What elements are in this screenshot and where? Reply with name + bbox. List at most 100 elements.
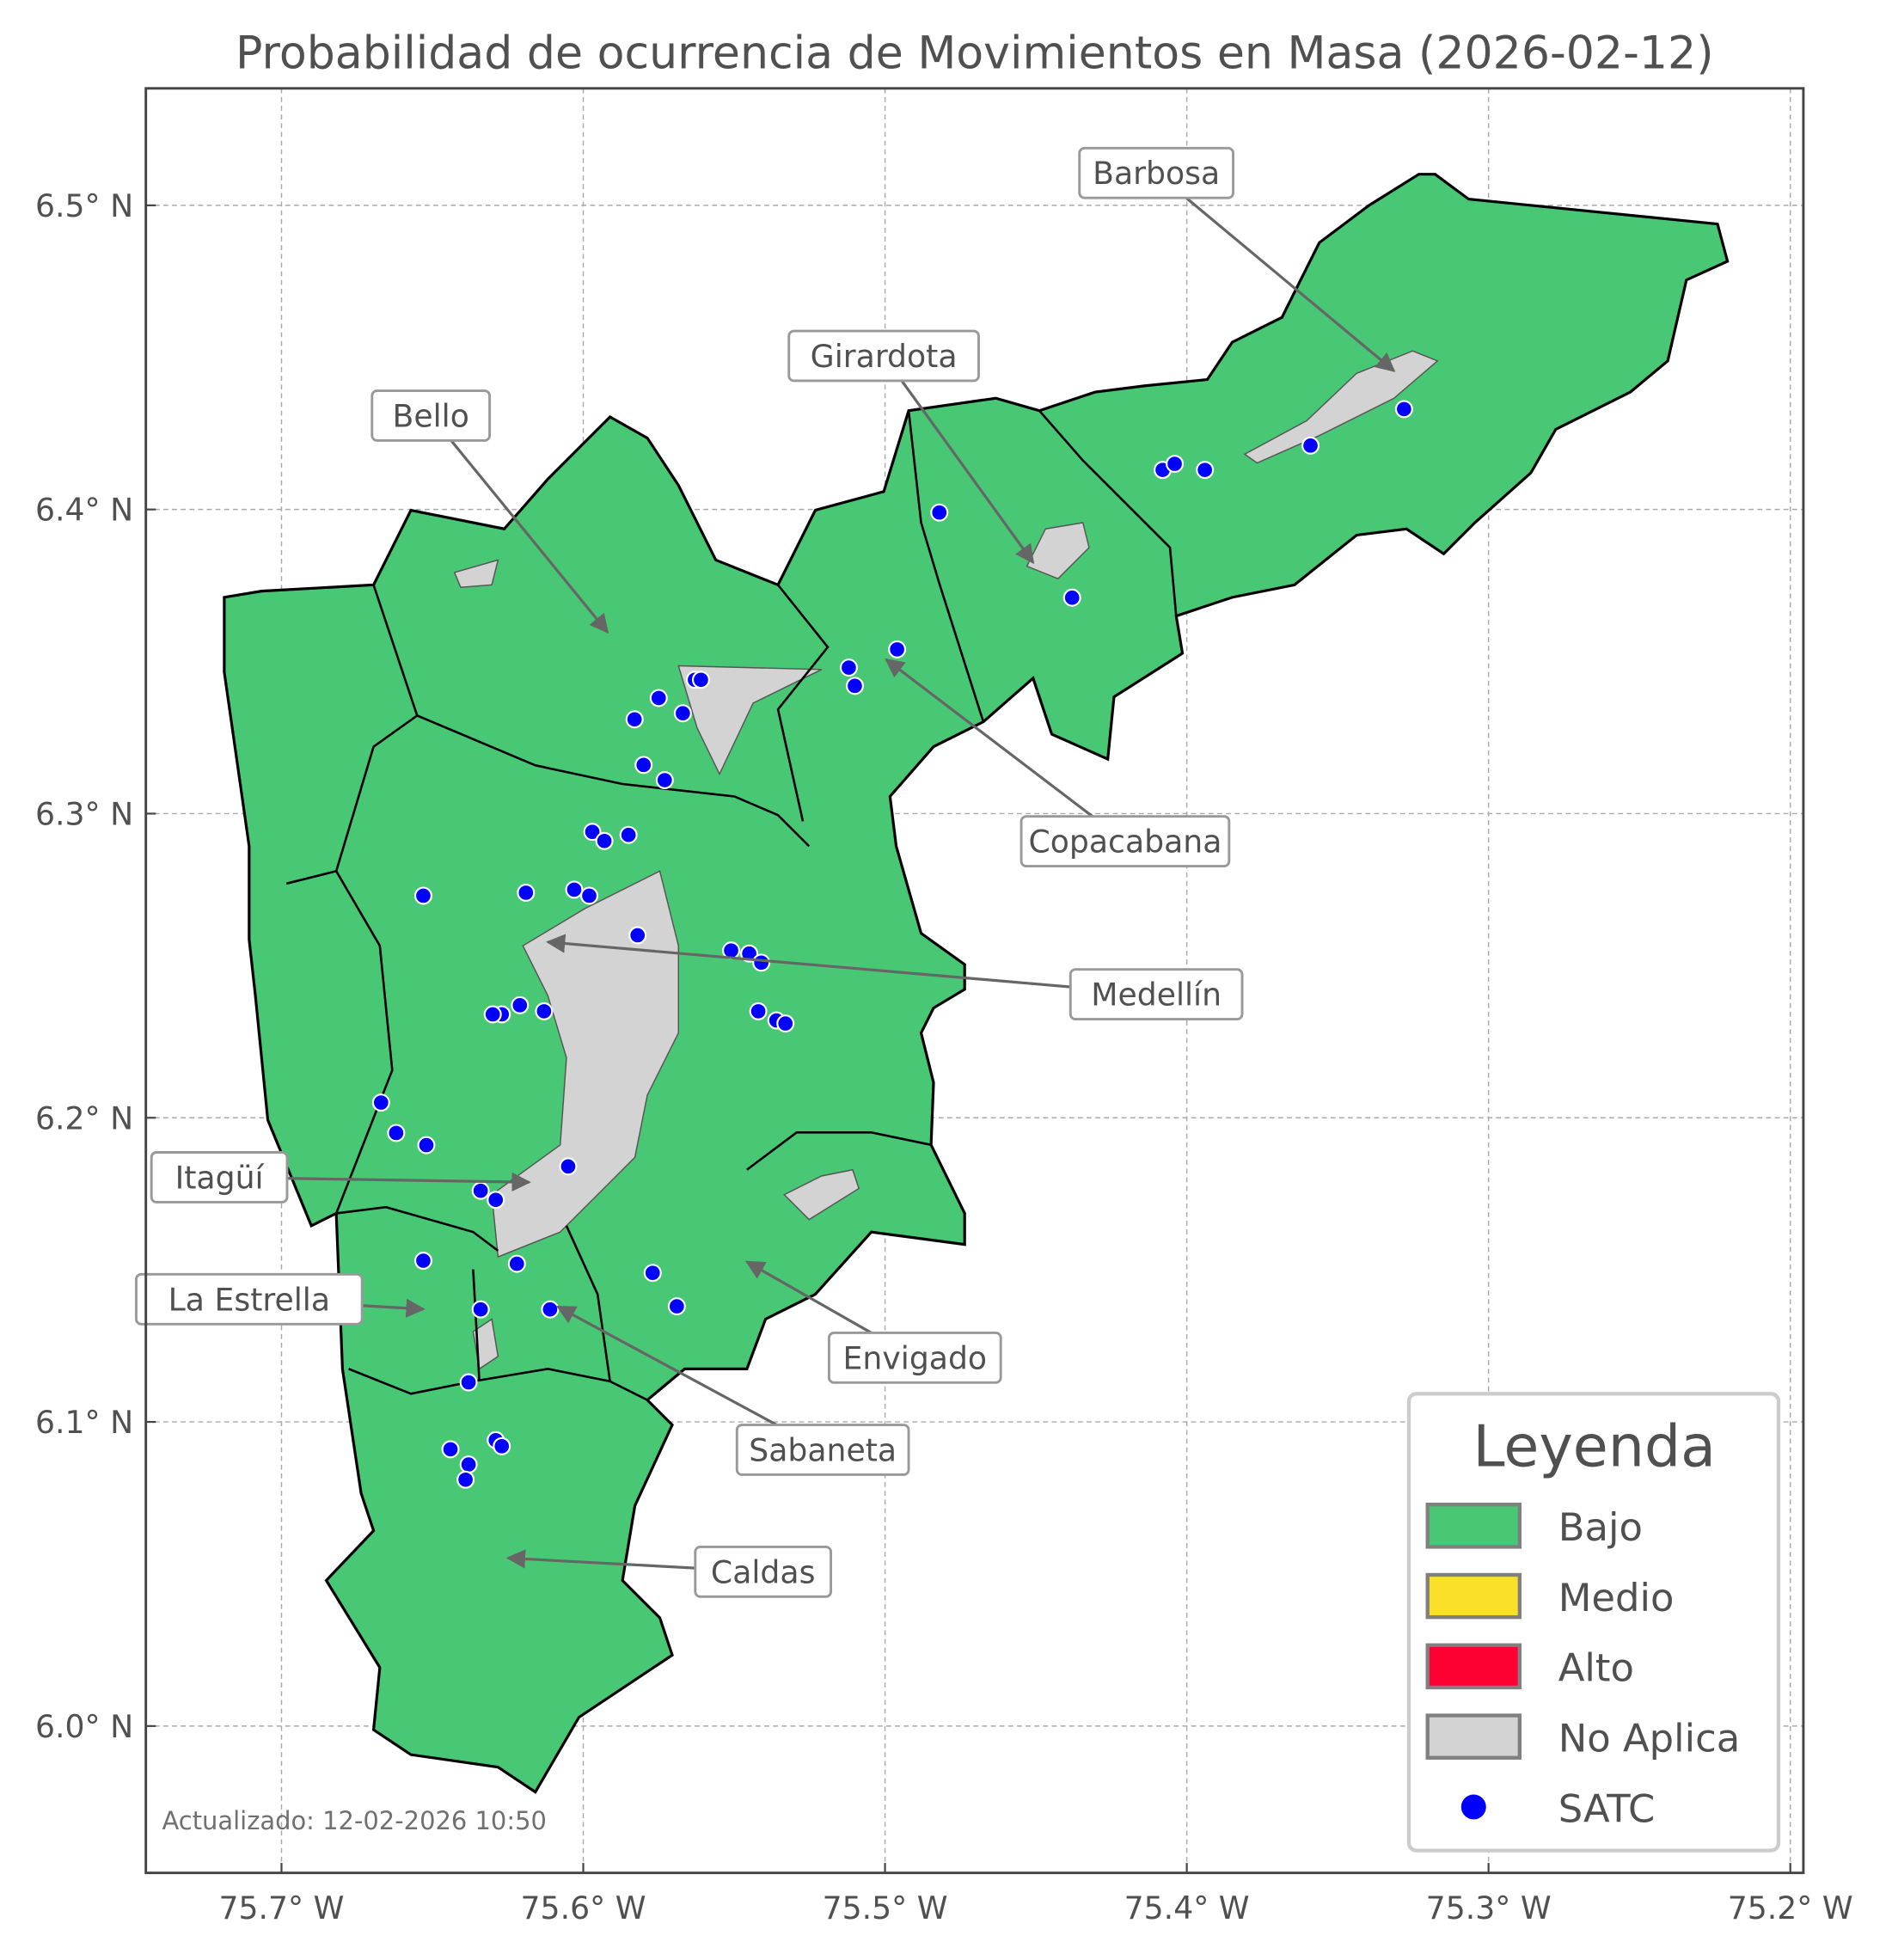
satc-point[interactable]	[888, 640, 907, 658]
satc-point[interactable]	[749, 1001, 768, 1020]
annotation-arrow	[885, 658, 1126, 842]
satc-point[interactable]	[413, 886, 432, 905]
annotation-label: Copacabana	[1029, 824, 1222, 861]
satc-point[interactable]	[1062, 588, 1081, 607]
annotation-box	[150, 1151, 289, 1204]
satc-point[interactable]	[535, 1001, 554, 1020]
map-title: Probabilidad de ocurrencia de Movimiento…	[236, 28, 1713, 80]
legend-label: Medio	[1558, 1575, 1675, 1620]
annotation-label: Girardota	[811, 338, 958, 375]
satc-point[interactable]	[559, 1157, 578, 1176]
satc-point[interactable]	[1301, 436, 1320, 455]
municipal-boundary	[334, 870, 394, 1214]
municipal-boundary	[348, 1368, 648, 1401]
annotation-box	[827, 1331, 1002, 1384]
satc-point[interactable]	[541, 1300, 560, 1319]
annotation-arrow	[882, 355, 1035, 565]
municipal-boundary	[907, 410, 985, 723]
y-tick-label: 6.2° N	[35, 1099, 133, 1136]
legend-item-no-aplica: No Aplica	[1425, 1713, 1741, 1761]
satc-point[interactable]	[619, 825, 638, 844]
axis-ticks: 75.7° W 75.6° W 75.5° W 75.4° W 75.3° W 75.2°…	[35, 187, 1853, 1926]
risk-area-no-aplica	[783, 1168, 860, 1221]
legend-label: SATC	[1558, 1785, 1656, 1831]
municipal-boundary	[746, 1131, 932, 1171]
annotation-envigado: Envigado	[744, 1260, 1002, 1384]
risk-area-no-aplica	[677, 665, 823, 776]
satc-point[interactable]	[459, 1373, 478, 1392]
annotation-arrow	[1155, 171, 1396, 372]
legend-label: No Aplica	[1558, 1716, 1741, 1761]
satc-point[interactable]	[517, 883, 536, 902]
annotation-label: Itagüí	[175, 1159, 266, 1196]
satc-point[interactable]	[371, 1093, 390, 1112]
satc-point[interactable]	[580, 886, 599, 905]
satc-point[interactable]	[493, 1436, 511, 1455]
updated-timestamp: Actualizado: 12-02-2026 10:50	[162, 1806, 547, 1835]
satc-point[interactable]	[643, 1264, 662, 1283]
satc-point[interactable]	[507, 1254, 526, 1273]
satc-point[interactable]	[634, 756, 653, 775]
satc-point[interactable]	[839, 658, 858, 677]
satc-point[interactable]	[417, 1136, 436, 1155]
x-tick-label: 75.6° W	[521, 1890, 646, 1926]
satc-points	[371, 400, 1413, 1489]
satc-point[interactable]	[673, 704, 692, 723]
satc-point[interactable]	[595, 831, 614, 850]
satc-point[interactable]	[471, 1300, 490, 1319]
satc-point[interactable]	[487, 1191, 505, 1210]
annotation-bello: Bello	[370, 389, 609, 634]
satc-point[interactable]	[776, 1014, 795, 1033]
satc-point[interactable]	[1196, 461, 1215, 480]
annotation-label: La Estrella	[168, 1281, 330, 1318]
annotation-medell-n: Medellín	[546, 934, 1244, 1021]
satc-point[interactable]	[667, 1297, 686, 1316]
legend-swatch	[1425, 1643, 1522, 1690]
satc-point[interactable]	[930, 503, 949, 522]
legend-label: Alto	[1558, 1645, 1634, 1691]
satc-point[interactable]	[1394, 400, 1413, 419]
satc-point[interactable]	[752, 953, 771, 972]
satc-point[interactable]	[387, 1124, 406, 1142]
y-tick-label: 6.3° N	[35, 795, 133, 832]
satc-point[interactable]	[483, 1005, 502, 1024]
x-tick-label: 75.5° W	[823, 1890, 948, 1926]
satc-point[interactable]	[649, 689, 668, 707]
annotation-girardota: Girardota	[787, 329, 1035, 565]
legend-label: Bajo	[1558, 1504, 1643, 1550]
satc-point[interactable]	[655, 771, 674, 790]
satc-point[interactable]	[583, 823, 602, 842]
satc-point[interactable]	[471, 1181, 490, 1200]
satc-point[interactable]	[628, 926, 647, 945]
legend-item-medio: Medio	[1425, 1572, 1675, 1620]
satc-point[interactable]	[740, 944, 759, 963]
satc-point[interactable]	[456, 1470, 475, 1489]
satc-point[interactable]	[511, 995, 530, 1014]
satc-point[interactable]	[413, 1252, 432, 1271]
satc-point[interactable]	[565, 880, 584, 899]
region-polygons	[223, 173, 1730, 1794]
satc-point[interactable]	[845, 677, 864, 695]
annotation-box	[787, 329, 980, 383]
y-tick-label: 6.4° N	[35, 492, 133, 529]
municipal-boundary	[336, 1205, 499, 1252]
annotation-label: Bello	[393, 398, 469, 435]
satc-point[interactable]	[625, 710, 644, 729]
x-tick-label: 75.3° W	[1426, 1890, 1552, 1926]
municipal-boundary	[285, 584, 419, 885]
risk-area-no-aplica	[1243, 350, 1439, 464]
x-tick-label: 75.7° W	[218, 1890, 344, 1926]
annotation-arrow	[546, 934, 1157, 996]
municipality-annotations: Barbosa Girardota Bello Copacabana Medellín I…	[135, 146, 1396, 1598]
satc-point[interactable]	[441, 1440, 460, 1459]
annotation-box	[1078, 146, 1234, 199]
legend-swatch	[1425, 1503, 1522, 1549]
annotation-label: Envigado	[843, 1339, 988, 1376]
satc-point[interactable]	[459, 1455, 478, 1474]
satc-point[interactable]	[691, 671, 710, 689]
annotation-label: Medellín	[1091, 977, 1222, 1014]
legend-item-satc: SATC	[1460, 1785, 1656, 1831]
satc-point[interactable]	[1166, 455, 1185, 474]
municipal-boundary	[565, 1225, 611, 1382]
